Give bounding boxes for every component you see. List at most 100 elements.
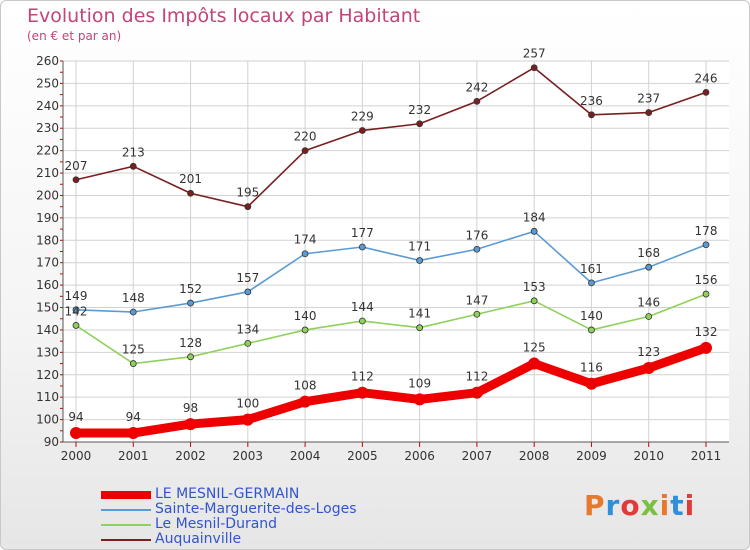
chart-legend: LE MESNIL-GERMAIN Sainte-Marguerite-des-… [101, 487, 356, 547]
y-tick-label: 90 [44, 435, 59, 449]
y-tick-label: 170 [36, 256, 59, 270]
x-tick-label: 2004 [290, 449, 321, 463]
data-point [127, 427, 140, 440]
data-point [642, 362, 655, 375]
x-tick-label: 2005 [347, 449, 378, 463]
data-label: 152 [179, 282, 202, 296]
data-label: 246 [695, 71, 718, 85]
data-label: 144 [351, 300, 374, 314]
data-label: 134 [236, 322, 259, 336]
data-label: 100 [236, 397, 259, 411]
plot-area [63, 61, 729, 442]
data-point [470, 386, 483, 399]
data-label: 237 [637, 92, 660, 106]
data-point [702, 88, 710, 96]
data-point [358, 243, 366, 251]
y-tick-label: 240 [36, 99, 59, 113]
data-label: 207 [65, 159, 88, 173]
data-point [244, 339, 252, 347]
series-line [75, 66, 707, 208]
data-point [416, 324, 424, 332]
data-point [129, 308, 137, 316]
data-label: 94 [68, 410, 83, 424]
legend-label: LE MESNIL-GERMAIN [155, 486, 300, 502]
data-point [241, 413, 254, 426]
logo-letter: x [640, 489, 660, 522]
x-tick-label: 2006 [404, 449, 435, 463]
data-label: 147 [465, 293, 488, 307]
y-tick-label: 150 [36, 301, 59, 315]
data-point [187, 353, 194, 361]
data-label: 177 [351, 226, 374, 240]
data-label: 132 [695, 325, 718, 339]
data-label: 141 [408, 307, 431, 321]
data-point [702, 290, 710, 298]
x-tick-label: 2001 [118, 449, 149, 463]
data-point [129, 162, 137, 170]
data-label: 109 [408, 376, 431, 390]
data-point [588, 279, 595, 287]
data-point [473, 97, 481, 105]
data-label: 148 [122, 291, 145, 305]
x-tick-label: 2000 [61, 449, 92, 463]
data-point [70, 427, 82, 440]
data-label: 149 [65, 289, 88, 303]
logo-letter: P [584, 489, 606, 522]
logo-letter: t [670, 489, 685, 522]
data-label: 142 [65, 304, 88, 318]
data-point [72, 322, 80, 329]
data-label: 242 [465, 80, 488, 94]
data-label: 98 [183, 401, 198, 415]
data-label: 236 [580, 94, 603, 108]
data-label: 184 [523, 210, 546, 224]
data-point [473, 245, 481, 253]
data-label: 116 [580, 361, 603, 375]
data-point [187, 299, 194, 307]
data-point [588, 111, 595, 119]
data-label: 201 [179, 172, 202, 186]
data-label: 128 [179, 336, 202, 350]
y-tick-label: 120 [36, 368, 59, 382]
y-tick-label: 190 [36, 211, 59, 225]
data-point [299, 395, 312, 408]
logo-letter: i [659, 489, 671, 522]
data-label: 232 [408, 103, 431, 117]
data-point [528, 357, 541, 370]
data-label: 176 [465, 228, 488, 242]
data-label: 140 [580, 309, 603, 323]
data-point [358, 127, 366, 134]
y-tick-label: 220 [36, 144, 59, 158]
data-label: 156 [695, 273, 718, 287]
data-label: 140 [294, 309, 317, 323]
proxiti-logo: Proxiti [584, 489, 695, 522]
x-tick-label: 2011 [691, 449, 722, 463]
series-line [75, 230, 707, 313]
data-point [184, 418, 197, 431]
data-point [645, 109, 653, 116]
data-point [413, 393, 426, 406]
legend-item: Sainte-Marguerite-des-Loges [101, 502, 356, 517]
data-point [416, 120, 424, 128]
legend-item: Auquainville [101, 532, 356, 547]
data-label: 125 [523, 341, 546, 355]
legend-swatch [101, 490, 151, 499]
data-point [530, 297, 538, 305]
chart-subtitle: (en € et par an) [27, 29, 122, 43]
data-point [530, 64, 538, 72]
data-label: 178 [695, 224, 718, 238]
chart-title: Evolution des Impôts locaux par Habitant [27, 5, 421, 27]
data-label: 112 [465, 370, 488, 384]
y-tick-label: 100 [36, 413, 59, 427]
y-tick-label: 210 [36, 166, 59, 180]
data-point [301, 250, 309, 258]
x-tick-label: 2002 [175, 449, 206, 463]
logo-letter: r [605, 489, 621, 522]
data-point [187, 189, 194, 197]
data-point [416, 257, 424, 264]
data-point [72, 176, 80, 184]
data-point [588, 326, 595, 334]
data-point [358, 317, 366, 325]
x-tick-label: 2008 [519, 449, 550, 463]
